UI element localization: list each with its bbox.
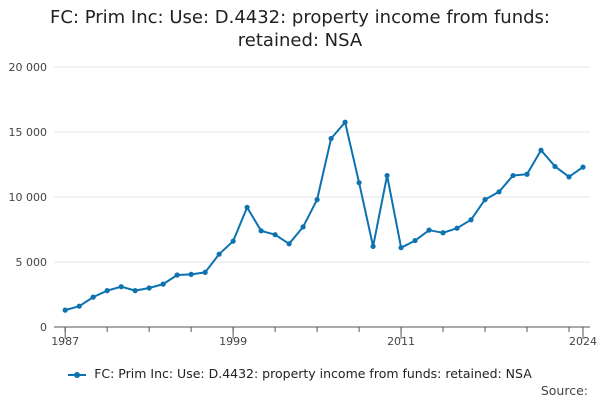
- data-point: [146, 285, 152, 291]
- data-point: [398, 245, 404, 251]
- data-point: [426, 227, 432, 233]
- data-point: [482, 197, 488, 203]
- data-point: [314, 197, 320, 203]
- data-point: [580, 164, 586, 170]
- y-tick-label: 15 000: [9, 126, 48, 139]
- data-point: [286, 241, 292, 247]
- data-point: [132, 288, 138, 294]
- data-point: [496, 189, 502, 195]
- legend[interactable]: FC: Prim Inc: Use: D.4432: property inco…: [0, 366, 600, 381]
- chart-title: FC: Prim Inc: Use: D.4432: property inco…: [0, 6, 600, 52]
- data-point: [174, 272, 180, 278]
- data-point: [202, 269, 208, 275]
- data-point: [90, 294, 96, 300]
- y-tick-label: 0: [40, 321, 47, 334]
- data-point: [328, 135, 334, 142]
- data-point: [272, 232, 278, 238]
- data-point: [160, 281, 166, 287]
- chart-title-line-2: retained: NSA: [237, 30, 363, 51]
- data-point: [244, 204, 250, 210]
- y-tick-label: 10 000: [9, 191, 48, 204]
- data-point: [62, 307, 68, 313]
- data-point: [216, 251, 222, 257]
- data-point: [566, 174, 572, 180]
- data-point: [356, 180, 362, 186]
- data-point: [342, 119, 348, 125]
- chart-title-line-1: FC: Prim Inc: Use: D.4432: property inco…: [50, 7, 550, 28]
- data-point: [524, 171, 530, 177]
- data-point: [440, 230, 446, 236]
- data-point: [118, 284, 124, 290]
- legend-label: FC: Prim Inc: Use: D.4432: property inco…: [94, 366, 532, 381]
- data-point: [104, 288, 110, 294]
- y-tick-label: 20 000: [9, 61, 48, 74]
- data-point: [510, 172, 516, 179]
- x-tick-label: 2024: [569, 335, 597, 348]
- data-point: [468, 217, 474, 223]
- series-line: [64, 121, 584, 312]
- data-point: [188, 271, 194, 277]
- data-point: [538, 147, 544, 153]
- data-point: [454, 225, 460, 231]
- data-point: [384, 172, 390, 179]
- y-tick-label: 5 000: [16, 256, 48, 269]
- x-tick-label: 1987: [51, 335, 79, 348]
- data-point: [552, 163, 558, 170]
- x-tick-label: 1999: [219, 335, 247, 348]
- data-point: [258, 228, 264, 234]
- source-label: Source:: [540, 383, 588, 398]
- data-point: [412, 237, 418, 244]
- data-point: [76, 303, 82, 309]
- data-point: [230, 238, 236, 244]
- x-tick-label: 2011: [387, 335, 415, 348]
- data-point: [370, 243, 376, 249]
- legend-line-marker-icon: [68, 370, 87, 380]
- data-point: [300, 224, 306, 230]
